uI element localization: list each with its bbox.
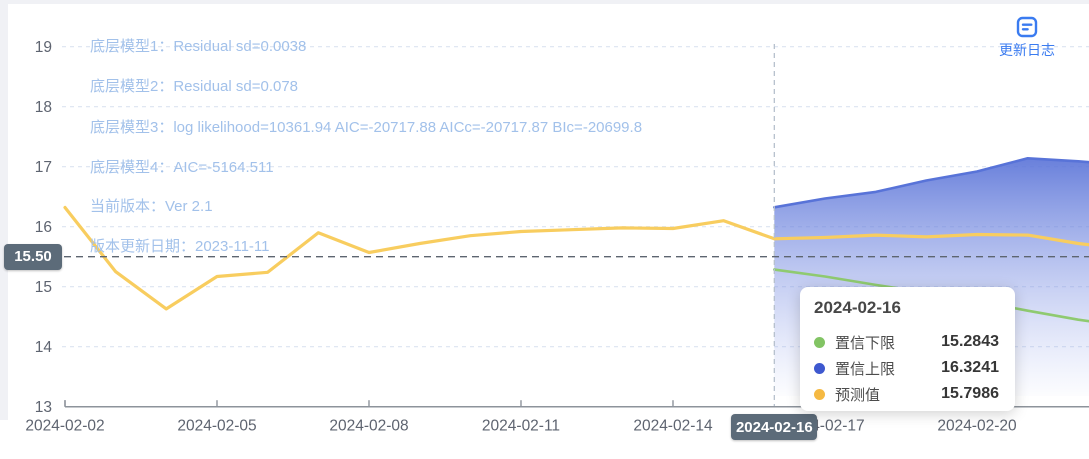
y-axis-label: 18 <box>35 99 52 116</box>
forecast-line <box>63 205 1089 311</box>
x-axis-label: 2024-02-11 <box>482 418 560 435</box>
panel-left-edge <box>0 0 8 420</box>
forecast-dot-icon <box>814 388 825 400</box>
tooltip-label: 预测值 <box>835 386 881 404</box>
tooltip-row-forecast: 预测值 15.7986 <box>814 381 999 407</box>
upper-bound-line <box>772 157 1089 209</box>
model-annotation-4: 底层模型4：AIC=-5164.511 <box>90 159 274 176</box>
x-axis-label: 2024-02-08 <box>329 418 408 435</box>
update-log-button[interactable]: 更新日志 <box>999 15 1055 58</box>
y-axis-label: 19 <box>35 39 52 56</box>
x-axis-label: 2024-02-05 <box>177 418 256 435</box>
chart-tooltip: 2024-02-16 置信下限 15.2843 置信上限 16.3241 预测值… <box>800 287 1015 411</box>
current-version-annotation: 当前版本：Ver 2.1 <box>90 198 213 215</box>
tooltip-row-upper: 置信上限 16.3241 <box>814 355 999 381</box>
tooltip-date-title: 2024-02-16 <box>814 298 901 317</box>
y-axis-label: 16 <box>35 219 52 236</box>
model-annotation-1: 底层模型1：Residual sd=0.0038 <box>90 38 307 55</box>
crosshair-x-axis-label: 2024-02-16 <box>731 414 818 440</box>
tooltip-value: 15.7986 <box>941 385 999 402</box>
y-axis-label: 13 <box>35 399 52 416</box>
y-axis-label: 17 <box>35 159 52 176</box>
tooltip-value: 16.3241 <box>941 359 999 376</box>
log-icon <box>1016 16 1038 38</box>
tooltip-value: 15.2843 <box>941 333 999 350</box>
x-axis-label: 2024-02-02 <box>25 418 104 435</box>
tooltip-label: 置信上限 <box>835 360 896 378</box>
x-axis-label: 2024-02-14 <box>633 418 713 435</box>
upper-bound-dot-icon <box>814 362 825 374</box>
model-annotation-2: 底层模型2：Residual sd=0.078 <box>90 78 299 95</box>
crosshair-y-axis-label: 15.50 <box>4 243 62 270</box>
tooltip-label: 置信下限 <box>835 334 896 352</box>
version-date-annotation: 版本更新日期：2023-11-11 <box>90 238 270 255</box>
update-log-label: 更新日志 <box>999 42 1055 58</box>
tooltip-row-lower: 置信下限 15.2843 <box>814 329 999 355</box>
panel-top-edge <box>0 0 1089 4</box>
model-annotation-3: 底层模型3：log likelihood=10361.94 AIC=-20717… <box>90 119 643 136</box>
x-axis-label: 2024-02-20 <box>937 418 1017 435</box>
lower-bound-dot-icon <box>814 336 825 348</box>
y-axis-label: 15 <box>35 279 52 296</box>
y-axis-label: 14 <box>35 339 53 356</box>
